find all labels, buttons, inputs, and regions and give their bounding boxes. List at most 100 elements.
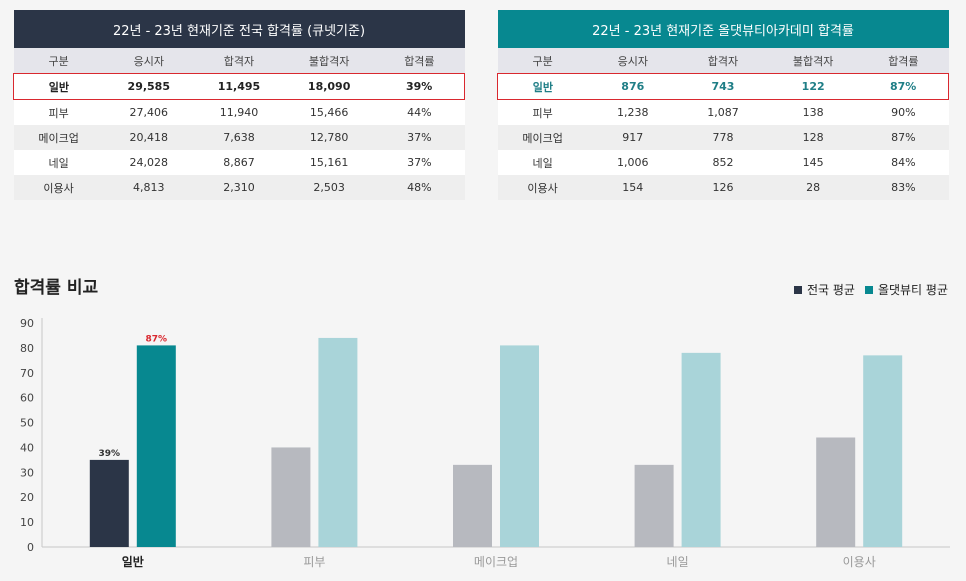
y-tick-label: 70 xyxy=(20,367,34,380)
x-tick-label: 메이크업 xyxy=(474,555,518,569)
bar-academy xyxy=(136,345,176,547)
table-row: 이용사 4,813 2,310 2,503 48% xyxy=(13,175,465,200)
table-header-row: 구분 응시자 합격자 불합격자 합격률 xyxy=(497,48,949,74)
column-header: 구분 xyxy=(13,48,104,74)
chart-legend: 전국 평균 올댓뷰티 평균 xyxy=(784,281,948,298)
table-cell: 피부 xyxy=(13,99,104,125)
table-cell: 154 xyxy=(587,175,678,200)
table-cell: 48% xyxy=(374,175,465,200)
bar-academy xyxy=(318,337,358,547)
y-tick-label: 10 xyxy=(20,516,34,529)
table-cell: 44% xyxy=(374,99,465,125)
table-row: 메이크업 20,418 7,638 12,780 37% xyxy=(13,125,465,150)
table-cell: 메이크업 xyxy=(13,125,104,150)
table-cell: 743 xyxy=(677,73,769,100)
table-cell: 852 xyxy=(677,150,769,175)
column-header: 합격률 xyxy=(858,48,949,74)
table-cell: 90% xyxy=(858,99,949,125)
table-cell: 이용사 xyxy=(13,175,104,200)
table-header-row: 구분 응시자 합격자 불합격자 합격률 xyxy=(13,48,465,74)
table-cell: 1,238 xyxy=(587,99,678,125)
x-tick-label: 이용사 xyxy=(843,555,876,569)
academy-table-title: 22년 - 23년 현재기준 올댓뷰티아카데미 합격률 xyxy=(497,10,949,48)
column-header: 불합격자 xyxy=(768,48,859,74)
table-cell: 2,310 xyxy=(193,175,285,200)
data-label: 87% xyxy=(146,334,168,344)
data-label: 39% xyxy=(99,449,121,459)
bar-national xyxy=(271,447,311,547)
table-cell: 128 xyxy=(768,125,859,150)
bar-national xyxy=(816,437,856,547)
table-cell: 이용사 xyxy=(497,175,588,200)
table-cell: 15,161 xyxy=(284,150,375,175)
national-pass-rate-table: 22년 - 23년 현재기준 전국 합격률 (큐넷기준) 구분 응시자 합격자 불합격… xyxy=(12,10,466,200)
y-tick-label: 20 xyxy=(20,491,34,504)
chart-title: 합격률 비교 xyxy=(14,278,99,298)
table-cell: 메이크업 xyxy=(497,125,588,150)
column-header: 응시자 xyxy=(103,48,194,74)
column-header: 응시자 xyxy=(587,48,678,74)
legend-swatch-national xyxy=(793,285,802,294)
table-cell: 11,940 xyxy=(193,99,285,125)
table-cell: 917 xyxy=(587,125,678,150)
legend-swatch-academy xyxy=(864,285,873,294)
table-cell: 15,466 xyxy=(284,99,375,125)
table-cell: 2,503 xyxy=(284,175,375,200)
table-cell: 876 xyxy=(587,73,678,100)
legend-label-national: 전국 평균 xyxy=(806,283,855,297)
table-cell: 84% xyxy=(858,150,949,175)
table-cell: 778 xyxy=(677,125,769,150)
column-header: 합격률 xyxy=(374,48,465,74)
y-tick-label: 90 xyxy=(20,317,34,330)
table-cell: 37% xyxy=(374,125,465,150)
column-header: 합격자 xyxy=(677,48,769,74)
table-row: 피부 1,238 1,087 138 90% xyxy=(497,99,949,125)
table-cell: 1,087 xyxy=(677,99,769,125)
table-cell: 145 xyxy=(768,150,859,175)
bar-national xyxy=(634,464,674,547)
legend-label-academy: 올댓뷰티 평균 xyxy=(877,283,948,297)
table-cell: 1,006 xyxy=(587,150,678,175)
legend-item-national: 전국 평균 xyxy=(793,281,855,298)
table-cell: 일반 xyxy=(496,73,588,100)
academy-pass-rate-table: 22년 - 23년 현재기준 올댓뷰티아카데미 합격률 구분 응시자 합격자 불합격자… xyxy=(496,10,950,200)
table-cell: 29,585 xyxy=(103,73,194,100)
table-cell: 87% xyxy=(858,125,949,150)
bar-national xyxy=(453,464,492,547)
table-cell: 18,090 xyxy=(284,73,375,100)
table-cell: 피부 xyxy=(497,99,588,125)
y-tick-label: 80 xyxy=(20,342,34,355)
bar-academy xyxy=(681,352,721,547)
x-tick-label: 일반 xyxy=(122,554,144,569)
y-tick-label: 30 xyxy=(20,466,34,479)
table-cell: 37% xyxy=(374,150,465,175)
table-cell: 27,406 xyxy=(103,99,194,125)
y-tick-label: 0 xyxy=(27,541,34,554)
column-header: 합격자 xyxy=(193,48,285,74)
bar-academy xyxy=(863,355,903,547)
table-cell: 20,418 xyxy=(103,125,194,150)
table-row: 네일 24,028 8,867 15,161 37% xyxy=(13,150,465,175)
table-cell: 12,780 xyxy=(284,125,375,150)
highlighted-table-row: 일반 29,585 11,495 18,090 39% xyxy=(12,73,466,100)
table-cell: 28 xyxy=(768,175,859,200)
table-cell: 네일 xyxy=(497,150,588,175)
table-row: 메이크업 917 778 128 87% xyxy=(497,125,949,150)
bar-national xyxy=(89,459,129,547)
table-cell: 83% xyxy=(858,175,949,200)
legend-item-academy: 올댓뷰티 평균 xyxy=(864,281,948,298)
table-cell: 24,028 xyxy=(103,150,194,175)
y-tick-label: 50 xyxy=(20,417,34,430)
y-tick-label: 60 xyxy=(20,392,34,405)
table-cell: 122 xyxy=(768,73,859,100)
table-cell: 네일 xyxy=(13,150,104,175)
column-header: 불합격자 xyxy=(284,48,375,74)
table-row: 피부 27,406 11,940 15,466 44% xyxy=(13,99,465,125)
table-cell: 일반 xyxy=(12,73,104,100)
table-cell: 39% xyxy=(374,73,466,100)
x-tick-label: 피부 xyxy=(303,555,325,569)
national-table-title: 22년 - 23년 현재기준 전국 합격률 (큐넷기준) xyxy=(13,10,465,48)
table-cell: 8,867 xyxy=(193,150,285,175)
bar-academy xyxy=(500,345,539,547)
